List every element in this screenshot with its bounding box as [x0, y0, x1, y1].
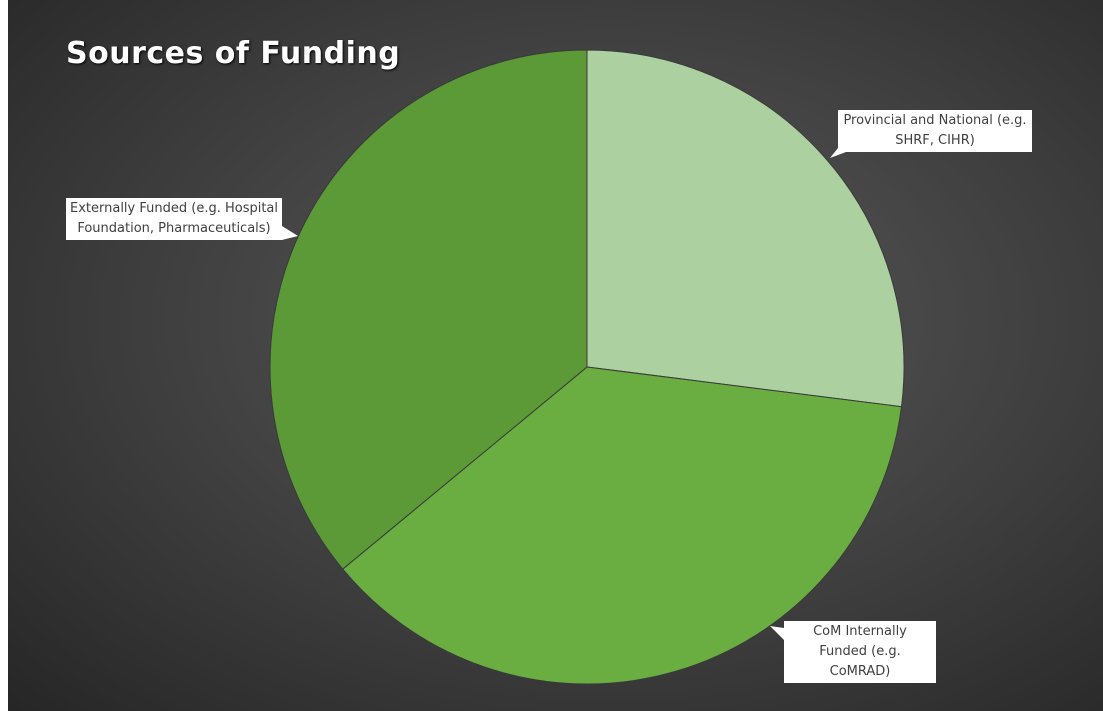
data-label: Externally Funded (e.g. Hospital Foundat… [66, 198, 282, 240]
leader-line [770, 626, 784, 640]
chart-title: Sources of Funding [66, 36, 401, 71]
leader-line [282, 226, 298, 240]
pie-slice [586, 49, 905, 408]
data-label: CoM Internally Funded (e.g. CoMRAD) [784, 621, 936, 683]
pie-slice [342, 366, 903, 685]
pie-slice [269, 49, 588, 570]
data-label: Provincial and National (e.g. SHRF, CIHR… [838, 110, 1032, 152]
